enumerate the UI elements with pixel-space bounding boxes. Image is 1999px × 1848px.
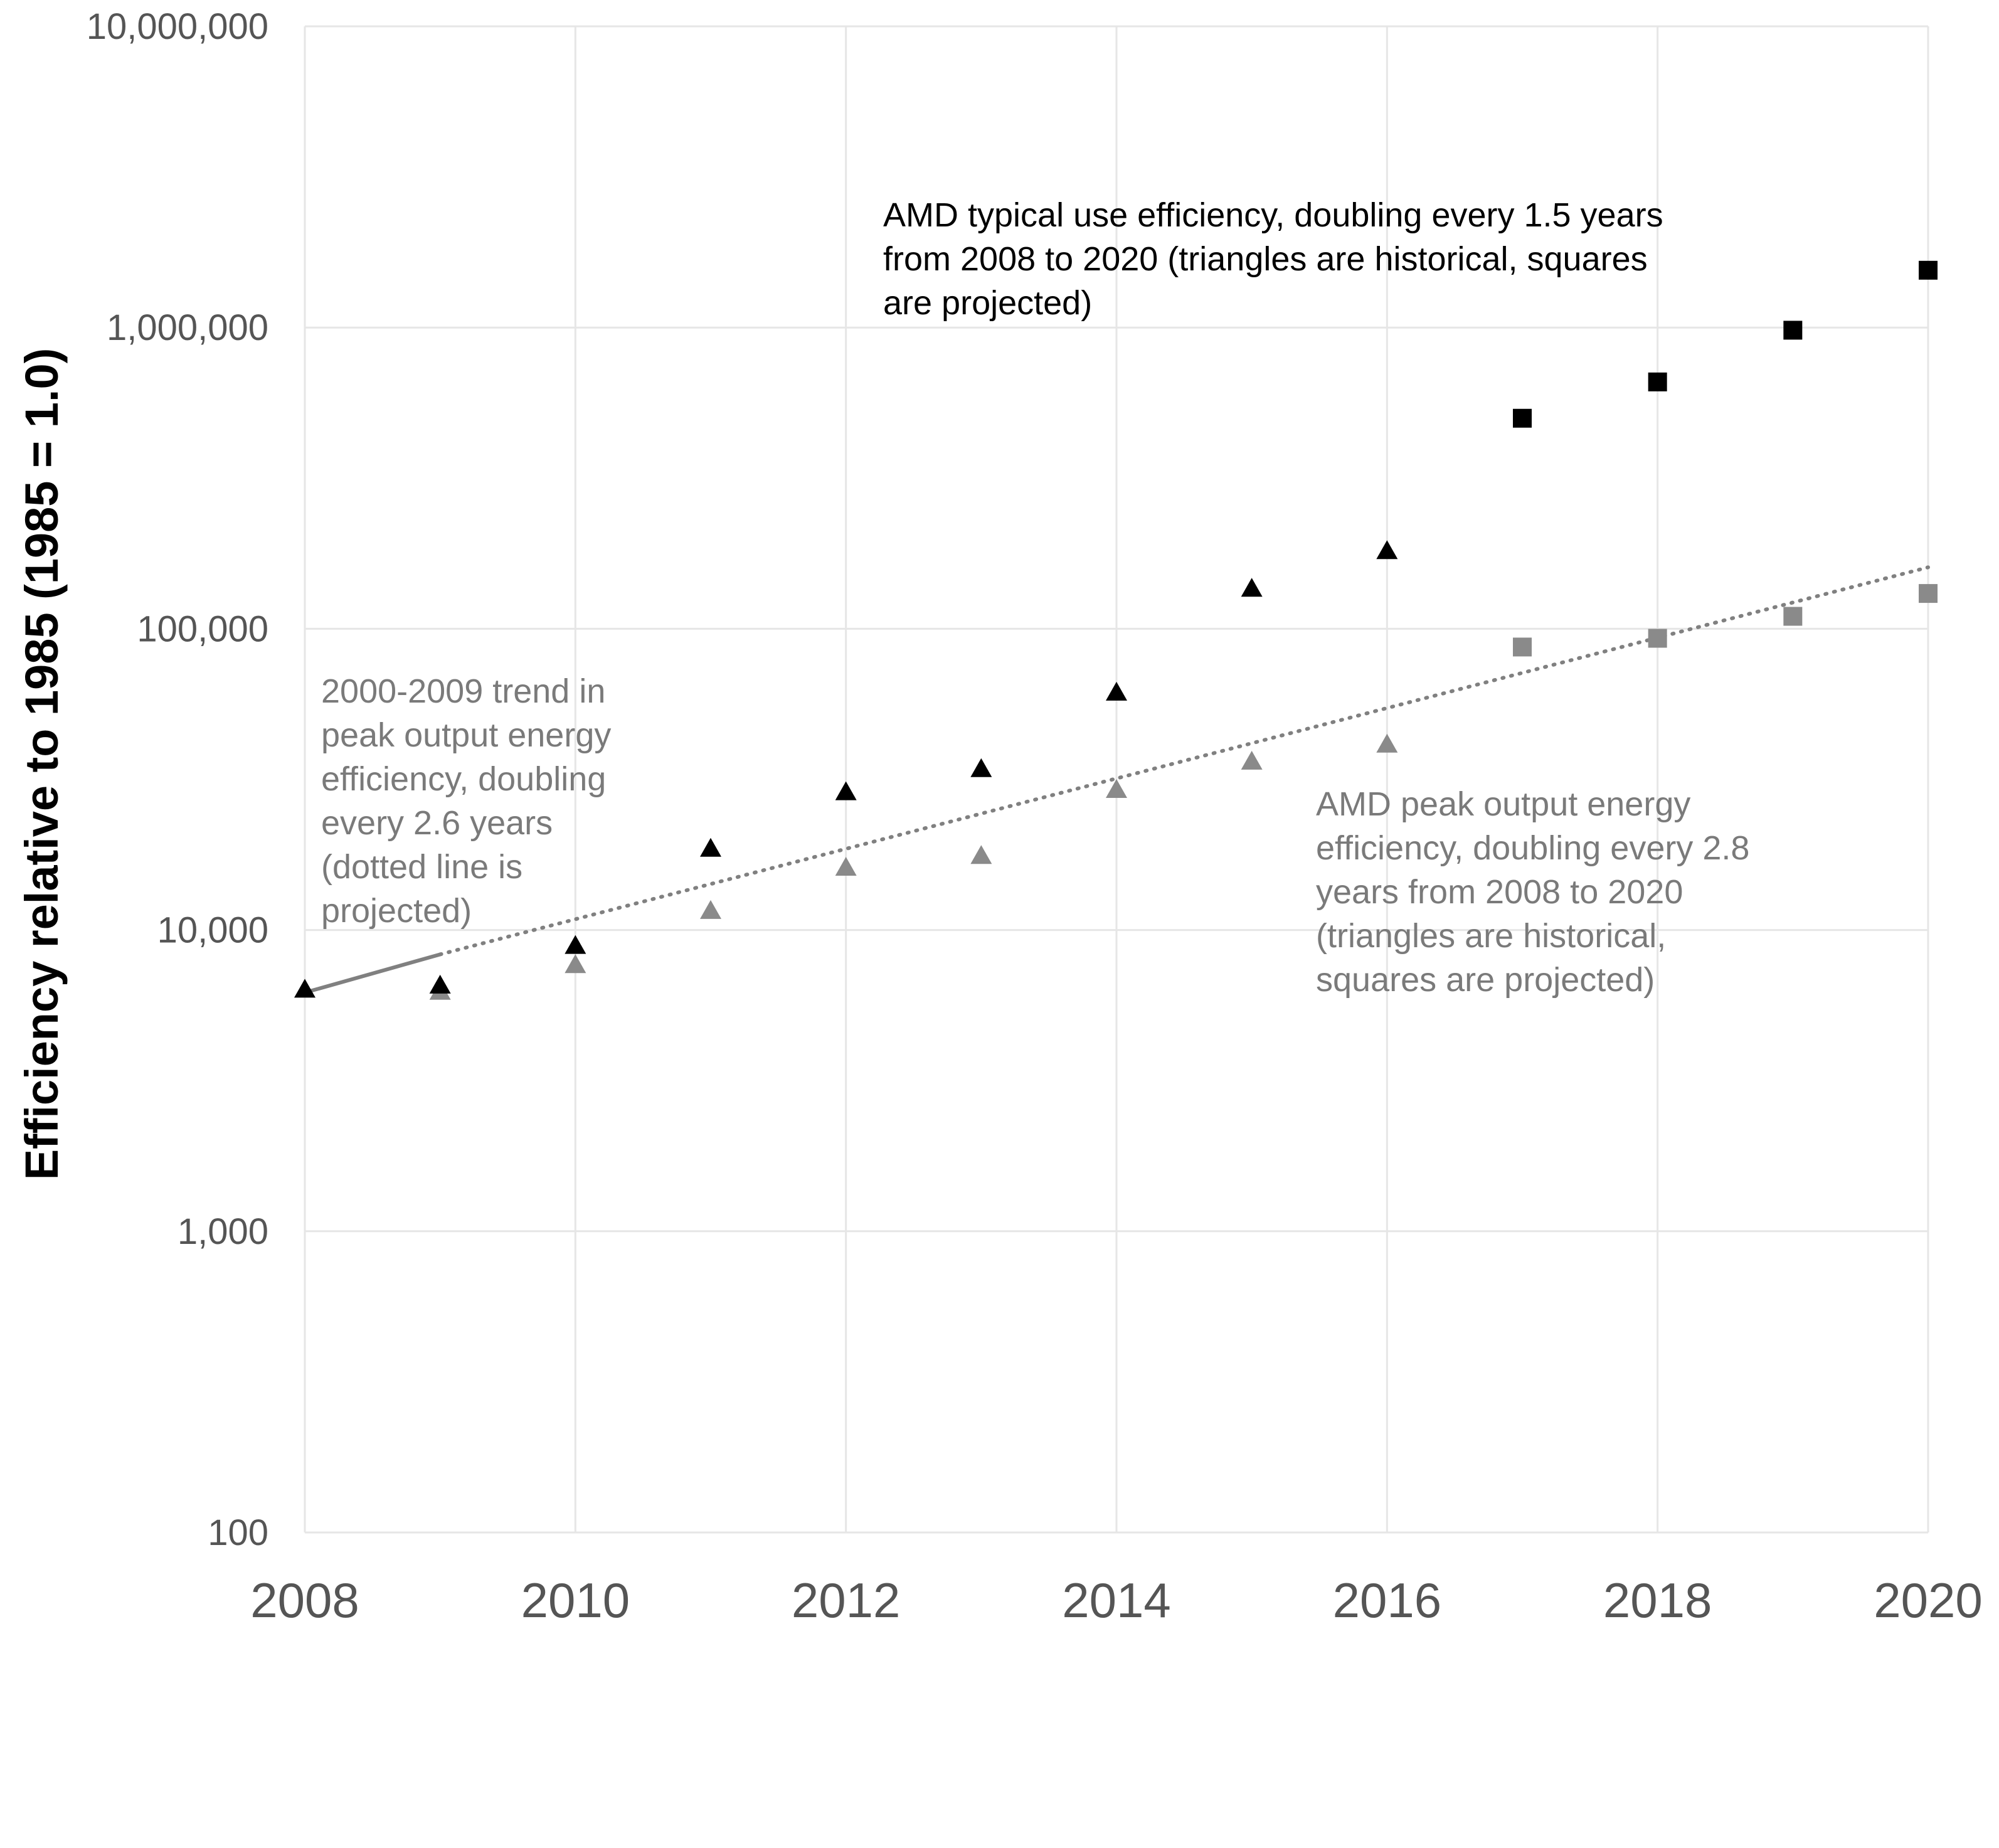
- x-tick-label: 2010: [521, 1573, 630, 1628]
- trend-line-projected: [438, 565, 1930, 957]
- peak_historical-triangle-marker: [970, 845, 992, 864]
- typical-efficiency-annotation: AMD typical use efficiency, doubling eve…: [883, 196, 1663, 322]
- x-tick-label: 2020: [1874, 1573, 1983, 1628]
- typical_historical-triangle-marker: [970, 758, 992, 777]
- y-tick-label: 10,000,000: [87, 6, 268, 47]
- trend-annotation-line: peak output energy: [321, 716, 611, 754]
- trend-annotation-line: (dotted line is: [321, 848, 522, 886]
- typical_historical-triangle-marker: [565, 935, 586, 954]
- peak_projected-square-marker: [1919, 584, 1938, 603]
- y-axis-label: Efficiency relative to 1985 (1985 = 1.0): [16, 348, 68, 1181]
- trend-line-historical: [303, 952, 442, 995]
- trend-annotation-line: efficiency, doubling: [321, 760, 606, 798]
- annotations: AMD typical use efficiency, doubling eve…: [321, 196, 1749, 999]
- trend-annotation: 2000-2009 trend in peak output energy effi…: [321, 672, 611, 930]
- x-tick-label: 2012: [792, 1573, 901, 1628]
- typical_historical-triangle-marker: [1241, 578, 1263, 597]
- typical-efficiency-annotation-line: AMD typical use efficiency, doubling eve…: [883, 196, 1663, 234]
- typical_historical-triangle-marker: [1106, 681, 1127, 701]
- typical_historical-triangle-marker: [700, 837, 721, 857]
- typical-efficiency-annotation-line: from 2008 to 2020 (triangles are histori…: [883, 240, 1648, 278]
- peak_historical-triangle-marker: [565, 954, 586, 974]
- trend-annotation-line: projected): [321, 892, 472, 930]
- peak_historical-triangle-marker: [1376, 733, 1398, 753]
- y-tick-label: 100,000: [137, 608, 268, 649]
- x-tick-label: 2018: [1603, 1573, 1712, 1628]
- peak-efficiency-annotation-line: squares are projected): [1316, 961, 1655, 999]
- peak_historical-triangle-marker: [1241, 750, 1263, 770]
- x-tick-label: 2016: [1333, 1573, 1442, 1628]
- trend-annotation-line: every 2.6 years: [321, 804, 553, 842]
- typical_projected-square-marker: [1919, 260, 1938, 280]
- grid-lines: [304, 25, 1929, 1534]
- trend-lines: [303, 565, 1930, 995]
- x-tick-label: 2008: [250, 1573, 359, 1628]
- y-tick-label: 1,000,000: [107, 307, 268, 348]
- typical-efficiency-annotation-line: are projected): [883, 284, 1092, 322]
- peak_historical-triangle-marker: [700, 900, 721, 919]
- peak-efficiency-annotation-line: years from 2008 to 2020: [1316, 873, 1683, 911]
- y-axis-ticks: 100 1,000 10,000 100,000 1,000,000 10,000,000: [87, 6, 268, 1553]
- typical_historical-triangle-marker: [429, 974, 451, 994]
- typical_historical-triangle-marker: [835, 781, 857, 800]
- y-tick-label: 100: [208, 1512, 268, 1553]
- typical_historical-triangle-marker: [1376, 540, 1398, 560]
- typical_projected-square-marker: [1513, 408, 1532, 428]
- peak_projected-square-marker: [1513, 637, 1532, 657]
- trend-annotation-line: 2000-2009 trend in: [321, 672, 605, 710]
- y-tick-label: 10,000: [157, 910, 268, 951]
- typical_historical-triangle-marker: [294, 979, 315, 998]
- data-markers: [294, 260, 1938, 1000]
- peak-efficiency-annotation-line: AMD peak output energy: [1316, 785, 1690, 823]
- peak_projected-square-marker: [1648, 629, 1667, 648]
- peak-efficiency-annotation-line: (triangles are historical,: [1316, 917, 1666, 955]
- typical_projected-square-marker: [1648, 372, 1667, 391]
- y-tick-label: 1,000: [178, 1211, 268, 1252]
- peak-efficiency-annotation: AMD peak output energy efficiency, doubli…: [1316, 785, 1749, 999]
- x-tick-label: 2014: [1062, 1573, 1171, 1628]
- peak_historical-triangle-marker: [835, 856, 857, 876]
- peak_historical-triangle-marker: [1106, 778, 1127, 798]
- peak_projected-square-marker: [1783, 607, 1803, 626]
- peak-efficiency-annotation-line: efficiency, doubling every 2.8: [1316, 829, 1749, 867]
- x-axis-ticks: 2008 2010 2012 2014 2016 2018 2020: [250, 1573, 1983, 1628]
- typical_projected-square-marker: [1783, 321, 1803, 340]
